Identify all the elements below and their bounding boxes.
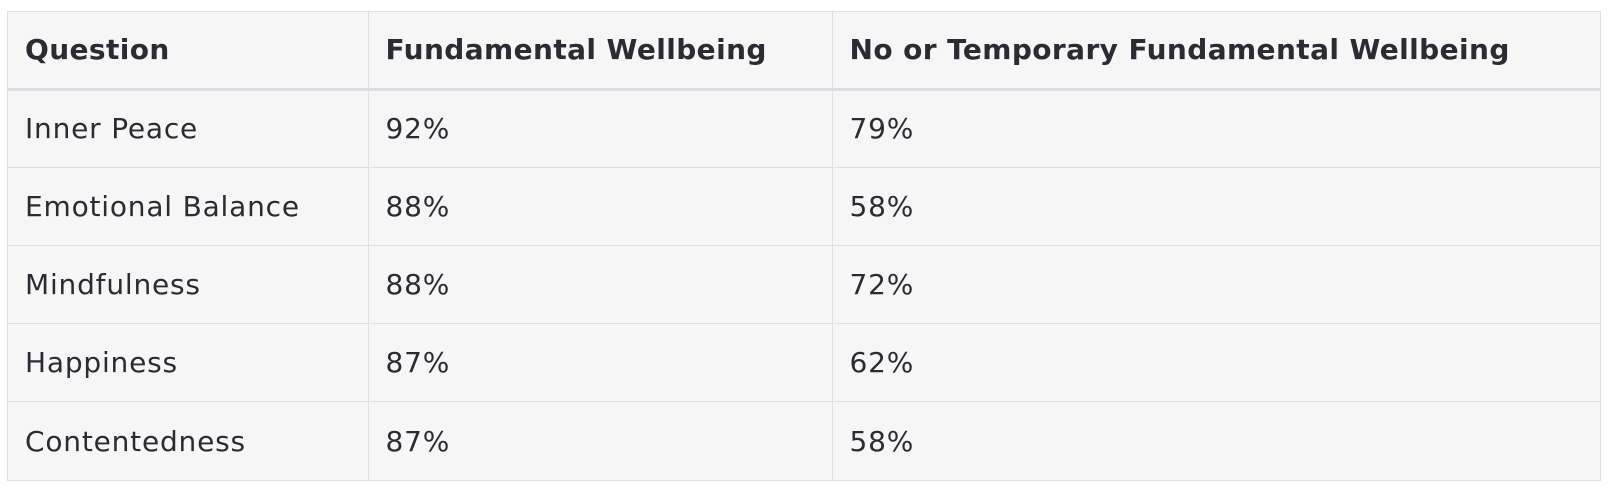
table-row: Happiness 87% 62% [8,323,1600,403]
no-or-temporary-cell: 62% [832,323,1600,403]
question-cell: Contentedness [8,401,369,480]
no-or-temporary-cell: 58% [849,424,915,458]
fundamental-wellbeing-cell: 88% [368,245,833,325]
column-header-no-or-temporary-fundamental-wellbeing: No or Temporary Fundamental Wellbeing [832,12,1600,91]
question-cell: Mindfulness [8,245,369,325]
question-cell: Inner Peace [8,89,369,168]
table-row: Contentedness 87% 58% [8,401,1600,480]
column-header-question: Question [8,12,369,91]
no-or-temporary-cell: 72% [832,245,1600,325]
table-body: Inner Peace 92% 79% Emotional Balance 88… [8,89,1600,480]
question-cell: Emotional Balance [8,167,369,246]
table-row: Mindfulness 88% 72% [8,245,1600,325]
header-row: Question Fundamental Wellbeing No or Tem… [8,12,1600,91]
fundamental-wellbeing-cell: 88% [368,167,833,246]
fundamental-wellbeing-cell: 92% [368,89,833,168]
data-table-container: Question Fundamental Wellbeing No or Tem… [7,11,1601,481]
fundamental-wellbeing-cell: 87% [368,401,833,480]
column-header-fundamental-wellbeing: Fundamental Wellbeing [368,12,833,91]
data-table: Question Fundamental Wellbeing No or Tem… [8,12,1600,480]
no-or-temporary-cell: 58% [832,167,1600,246]
no-or-temporary-cell: 79% [832,89,1600,168]
question-cell: Happiness [8,323,369,403]
table-row: Emotional Balance 88% 58% [8,167,1600,246]
fundamental-wellbeing-cell: 87% [368,323,833,403]
table-row: Inner Peace 92% 79% [8,89,1600,168]
table-header: Question Fundamental Wellbeing No or Tem… [8,12,1600,91]
